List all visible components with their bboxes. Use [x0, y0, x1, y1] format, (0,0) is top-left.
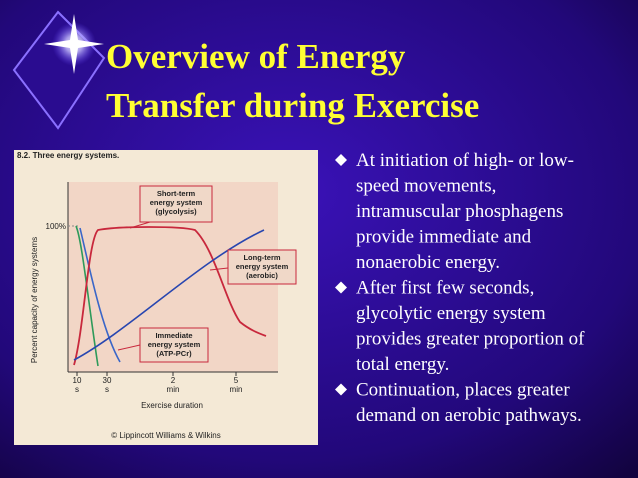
callout-text: Immediate — [155, 331, 192, 340]
bullet-text: glycolytic energy system — [356, 303, 546, 324]
y-tick-label: 100% — [46, 222, 66, 231]
callout-text: (ATP-PCr) — [156, 349, 192, 358]
figure-caption: 8.2. Three energy systems. — [17, 151, 119, 160]
figure: 8.2. Three energy systems. 100% Percent … — [14, 150, 318, 445]
x-tick-label: s — [105, 385, 109, 394]
star-logo — [12, 10, 106, 130]
curve — [73, 226, 267, 366]
callout-text: energy system — [150, 198, 203, 207]
callout-text: (aerobic) — [246, 271, 278, 280]
callout-arrow — [209, 267, 229, 271]
callout-arrow — [129, 221, 151, 229]
x-tick-label: min — [230, 385, 243, 394]
bullet-text: speed movements, — [356, 176, 496, 197]
callout-text: Short-term — [157, 189, 196, 198]
x-tick-label: 30 — [103, 376, 112, 385]
callout-text: energy system — [236, 262, 289, 271]
bullet-text: total energy. — [356, 354, 449, 375]
bullet-text: provides greater proportion of — [356, 329, 585, 350]
callout-arrow — [117, 344, 141, 351]
callout-text: Long-term — [243, 253, 280, 262]
x-tick-label: 10 — [73, 376, 82, 385]
x-tick-label: 2 — [171, 376, 176, 385]
figure-credit: © Lippincott Williams & Wilkins — [111, 431, 220, 440]
bullet-text: provide immediate and — [356, 227, 532, 248]
bullet-marker — [335, 154, 347, 166]
curve — [73, 229, 265, 361]
callout-text: energy system — [148, 340, 201, 349]
x-axis-label: Exercise duration — [141, 401, 203, 410]
callout-box — [139, 185, 213, 223]
bullet-text: intramuscular phosphagens — [356, 201, 563, 222]
title-line: Overview of Energy — [106, 37, 406, 76]
callout-text: (glycolysis) — [155, 207, 197, 216]
bullet-text: nonaerobic energy. — [356, 252, 500, 273]
bullet-text: demand on aerobic pathways. — [356, 405, 582, 426]
bullet-marker — [335, 383, 347, 396]
curve — [79, 227, 121, 363]
curve — [75, 225, 99, 367]
callout-box — [139, 327, 209, 363]
title-line: Transfer during Exercise — [106, 86, 479, 125]
callout-box — [227, 249, 297, 285]
bullet-text: Continuation, places greater — [356, 380, 570, 401]
y-axis-label: Percent capacity of energy systems — [30, 237, 39, 363]
bullet-text: After first few seconds, — [356, 278, 534, 299]
bullet-marker — [335, 281, 347, 294]
x-tick-label: s — [75, 385, 79, 394]
x-tick-label: 5 — [234, 376, 239, 385]
x-tick-label: min — [167, 385, 180, 394]
bullet-text: At initiation of high- or low- — [356, 150, 574, 171]
